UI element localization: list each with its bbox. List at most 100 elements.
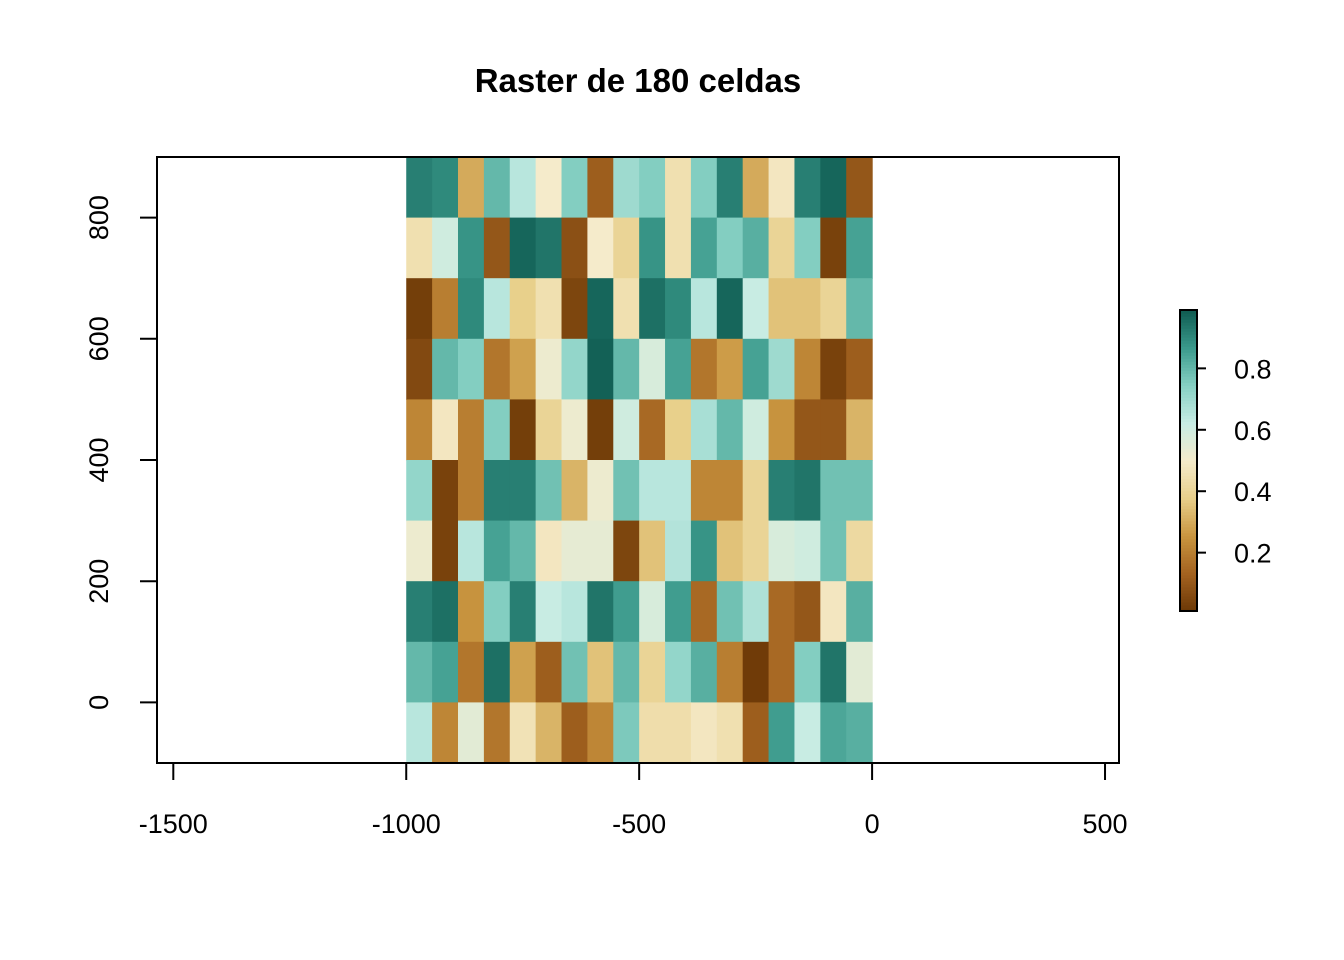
raster-cell [742, 338, 770, 400]
raster-cell [613, 157, 640, 219]
legend-color-step [1180, 514, 1197, 519]
legend-frame [1179, 309, 1198, 612]
legend-color-step [1180, 319, 1197, 323]
legend-color-step [1180, 550, 1197, 555]
raster-cell [432, 581, 459, 643]
raster-cell [457, 460, 485, 522]
raster-cell [406, 641, 433, 703]
raster-cell [794, 217, 821, 279]
raster-cell [613, 581, 640, 643]
raster-cell [483, 520, 511, 582]
legend-color-step [1180, 532, 1197, 537]
legend-color-step [1180, 574, 1197, 579]
raster-cell [406, 157, 433, 219]
raster-cell [846, 157, 873, 219]
legend-color-step [1180, 415, 1197, 419]
raster-cell [794, 338, 821, 400]
raster-cell [432, 702, 459, 764]
legend-color-step [1180, 457, 1197, 462]
raster-cell [716, 520, 744, 582]
legend-color-step [1180, 583, 1197, 588]
raster-cell [457, 702, 485, 764]
legend-color-step [1180, 343, 1197, 347]
raster-cell [613, 641, 640, 703]
legend-color-step [1180, 490, 1197, 495]
raster-cell [665, 702, 692, 764]
legend-color-step [1180, 322, 1197, 326]
legend-color-step [1180, 418, 1197, 422]
raster-cell [768, 278, 796, 340]
legend-color-step [1180, 436, 1197, 441]
raster-cell [432, 460, 459, 522]
legend-color-step [1180, 451, 1197, 456]
raster-cell [742, 641, 770, 703]
legend-color-step [1180, 538, 1197, 543]
legend-color-step [1180, 448, 1197, 453]
raster-cell [535, 217, 563, 279]
legend-color-step [1180, 424, 1197, 428]
raster-cell [587, 157, 614, 219]
raster-cell [639, 460, 666, 522]
legend-color-step [1180, 439, 1197, 444]
raster-cell [665, 217, 692, 279]
raster-cell [846, 641, 873, 703]
raster-cell [665, 338, 692, 400]
raster-cell [639, 278, 666, 340]
raster-cell [768, 157, 796, 219]
raster-cell [535, 338, 563, 400]
raster-cell [406, 399, 433, 461]
color-legend: 0.2 0.4 0.6 0.8 [1179, 309, 1272, 612]
raster-cell [457, 338, 485, 400]
legend-color-step [1180, 529, 1197, 534]
raster-cell [509, 581, 537, 643]
raster-cells [406, 157, 873, 764]
raster-cell [483, 278, 511, 340]
raster-cell [665, 641, 692, 703]
legend-color-step [1180, 406, 1197, 410]
raster-cell [639, 157, 666, 219]
legend-color-step [1180, 601, 1197, 606]
x-tick-label: -500 [612, 809, 666, 839]
legend-color-step [1180, 511, 1197, 516]
legend-color-step [1180, 565, 1197, 570]
raster-cell [768, 338, 796, 400]
raster-cell [613, 460, 640, 522]
raster-cell [587, 217, 614, 279]
legend-color-step [1180, 412, 1197, 416]
raster-cell [406, 278, 433, 340]
raster-cell [794, 157, 821, 219]
raster-cell [716, 581, 744, 643]
legend-color-step [1180, 517, 1197, 522]
raster-cell [768, 399, 796, 461]
legend-color-step [1180, 337, 1197, 341]
legend-color-step [1180, 409, 1197, 413]
legend-color-step [1180, 535, 1197, 540]
legend-color-step [1180, 394, 1197, 398]
legend-color-step [1180, 598, 1197, 603]
raster-cell [457, 520, 485, 582]
raster-cell [561, 460, 589, 522]
raster-cell [742, 157, 770, 219]
legend-tick-label: 0.8 [1234, 354, 1272, 384]
raster-cell [561, 399, 589, 461]
legend-color-step [1180, 325, 1197, 329]
raster-cell [820, 278, 847, 340]
legend-tick-label: 0.4 [1234, 477, 1272, 507]
raster-cell [820, 399, 847, 461]
legend-color-step [1180, 499, 1197, 504]
x-tick-label: -1000 [372, 809, 441, 839]
raster-cell [716, 460, 744, 522]
legend-color-step [1180, 391, 1197, 395]
legend-color-step [1180, 505, 1197, 510]
raster-cell [665, 581, 692, 643]
raster-cell [406, 581, 433, 643]
legend-color-step [1180, 364, 1197, 368]
y-tick-label: 0 [84, 695, 114, 710]
legend-color-step [1180, 520, 1197, 525]
raster-cell [535, 641, 563, 703]
raster-cell [483, 581, 511, 643]
legend-color-step [1180, 475, 1197, 480]
raster-cell [846, 520, 873, 582]
raster-cell [690, 581, 718, 643]
legend-color-step [1180, 445, 1197, 450]
